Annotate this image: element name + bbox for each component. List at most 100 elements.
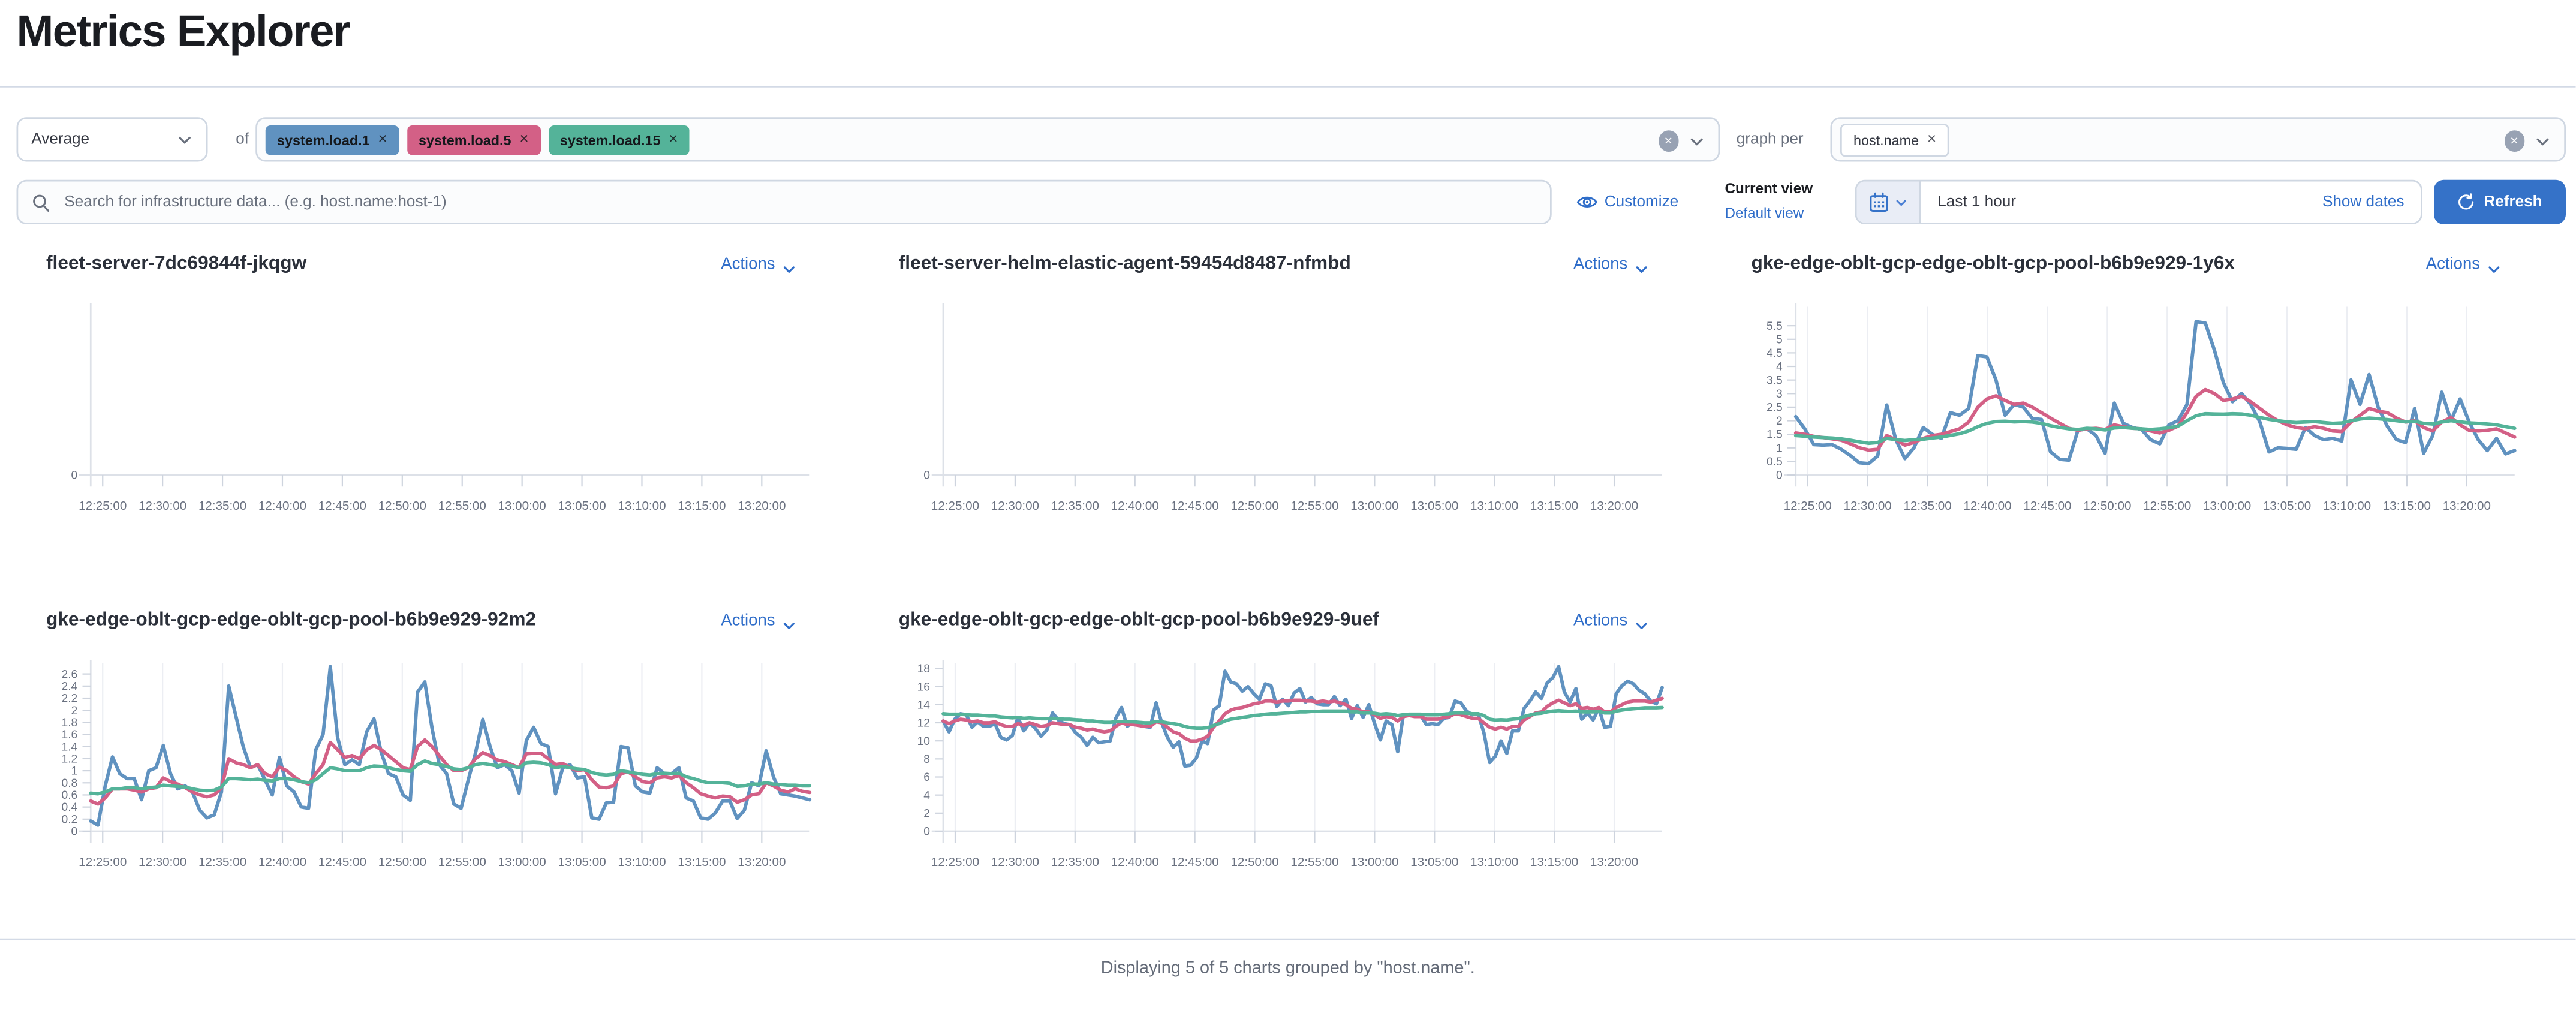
y-axis-tick-label: 5 bbox=[1776, 333, 1783, 346]
x-axis-tick-label: 12:30:00 bbox=[139, 855, 186, 869]
x-axis-tick-label: 12:45:00 bbox=[318, 499, 366, 513]
search-bar[interactable] bbox=[16, 179, 1552, 224]
x-axis-tick-label: 13:15:00 bbox=[1530, 499, 1578, 513]
metric-chart-card: fleet-server-7dc69844f-jkqgw Actions 12:25… bbox=[18, 248, 833, 538]
x-axis-tick-label: 13:10:00 bbox=[2323, 499, 2371, 513]
y-axis-tick-label: 0.5 bbox=[1767, 456, 1783, 468]
metric-pills: system.load.1 × system.load.5 × system.load.… bbox=[265, 124, 698, 155]
chart-title: gke-edge-oblt-gcp-edge-oblt-gcp-pool-b6b… bbox=[898, 610, 1379, 630]
x-axis-tick-label: 12:55:00 bbox=[1290, 855, 1338, 869]
chart-actions-label: Actions bbox=[1573, 611, 1628, 630]
remove-metric-icon[interactable]: × bbox=[519, 130, 529, 149]
series-line-system.load.5 bbox=[941, 696, 1664, 743]
calendar-icon bbox=[1868, 191, 1890, 213]
x-axis-tick-label: 13:00:00 bbox=[1350, 855, 1398, 869]
metric-chart-card: gke-edge-oblt-gcp-edge-oblt-gcp-pool-b6b… bbox=[18, 604, 833, 894]
x-axis-tick-label: 13:00:00 bbox=[2203, 499, 2251, 513]
chart-actions-button[interactable]: Actions bbox=[721, 251, 796, 276]
metric-chart-card: fleet-server-helm-elastic-agent-59454d84… bbox=[871, 248, 1686, 538]
x-axis-tick-label: 12:30:00 bbox=[991, 855, 1039, 869]
metrics-combobox[interactable]: system.load.1 × system.load.5 × system.load.… bbox=[255, 117, 1720, 162]
y-axis-tick-label: 18 bbox=[917, 663, 930, 675]
aggregation-select[interactable]: Average bbox=[16, 117, 208, 162]
x-axis-tick-label: 12:45:00 bbox=[2023, 499, 2071, 513]
y-axis-tick-label: 14 bbox=[917, 699, 931, 711]
date-picker[interactable]: Last 1 hour Show dates bbox=[1855, 179, 2422, 224]
chevron-down-icon bbox=[782, 608, 797, 632]
chart-actions-button[interactable]: Actions bbox=[721, 608, 796, 632]
y-axis-tick-label: 2 bbox=[1776, 415, 1783, 428]
metric-pill[interactable]: system.load.1 × bbox=[265, 124, 399, 155]
chevron-down-icon bbox=[2487, 251, 2502, 276]
x-axis-tick-label: 13:05:00 bbox=[558, 499, 606, 513]
chart-actions-button[interactable]: Actions bbox=[1573, 608, 1649, 632]
group-by-combobox[interactable]: host.name × × bbox=[1830, 117, 2566, 162]
x-axis-tick-label: 13:15:00 bbox=[678, 855, 726, 869]
charts-summary: Displaying 5 of 5 charts grouped by "hos… bbox=[1100, 958, 1475, 978]
pill-label: system.load.5 bbox=[418, 131, 511, 148]
chart-actions-button[interactable]: Actions bbox=[1573, 251, 1649, 276]
series-line-system.load.15 bbox=[89, 759, 812, 796]
metric-pill[interactable]: host.name × bbox=[1840, 122, 1950, 156]
chevron-down-icon bbox=[1895, 196, 1908, 209]
search-input[interactable] bbox=[61, 191, 1537, 213]
chart-title: fleet-server-7dc69844f-jkqgw bbox=[46, 254, 307, 274]
x-axis-tick-label: 12:50:00 bbox=[2083, 499, 2131, 513]
clear-group-by-icon[interactable]: × bbox=[2503, 130, 2525, 152]
chevron-down-icon bbox=[782, 251, 797, 276]
chart-canvas: 12:25:00 12:30:00 12:35:00 12:40:00 12:45:00… bbox=[61, 660, 812, 869]
y-axis-tick-label: 1.5 bbox=[1767, 429, 1783, 441]
x-axis-tick-label: 12:40:00 bbox=[1111, 499, 1159, 513]
y-axis-tick-label: 1.2 bbox=[61, 753, 77, 766]
show-dates-link[interactable]: Show dates bbox=[2322, 193, 2405, 211]
series-line-system.load.5 bbox=[1793, 387, 2517, 452]
x-axis-tick-label: 13:05:00 bbox=[1410, 855, 1458, 869]
metric-pill[interactable]: system.load.15 × bbox=[548, 124, 690, 155]
series-line-system.load.15 bbox=[941, 705, 1664, 731]
x-axis-tick-label: 12:25:00 bbox=[79, 499, 127, 513]
y-axis-tick-label: 4 bbox=[1776, 361, 1783, 374]
y-axis-tick-label: 2.2 bbox=[61, 693, 77, 705]
chevron-down-icon[interactable] bbox=[1689, 133, 1705, 149]
chart-actions-button[interactable]: Actions bbox=[2426, 251, 2502, 276]
chevron-down-icon bbox=[1634, 251, 1649, 276]
default-view-link[interactable]: Default view bbox=[1725, 205, 1804, 221]
x-axis-tick-label: 12:45:00 bbox=[1171, 855, 1219, 869]
y-axis-tick-label: 2.4 bbox=[61, 680, 77, 693]
x-axis-tick-label: 12:35:00 bbox=[198, 499, 246, 513]
x-axis-tick-label: 13:05:00 bbox=[558, 855, 606, 869]
page-title: Metrics Explorer bbox=[16, 7, 351, 56]
x-axis-tick-label: 12:25:00 bbox=[1784, 499, 1832, 513]
y-axis-tick-label: 2 bbox=[923, 807, 930, 820]
x-axis-tick-label: 12:50:00 bbox=[1230, 499, 1278, 513]
remove-group-by-icon[interactable]: × bbox=[1927, 130, 1937, 149]
current-view-label: Current view bbox=[1725, 179, 1813, 197]
x-axis-tick-label: 13:05:00 bbox=[2263, 499, 2311, 513]
metric-pill[interactable]: system.load.5 × bbox=[407, 124, 540, 155]
y-axis-tick-label: 1.4 bbox=[61, 741, 77, 753]
y-axis-tick-label: 0 bbox=[923, 470, 930, 482]
x-axis-tick-label: 12:55:00 bbox=[438, 855, 486, 869]
y-axis-tick-label: 16 bbox=[917, 681, 930, 693]
clear-metrics-icon[interactable]: × bbox=[1658, 130, 1679, 152]
x-axis-tick-label: 13:20:00 bbox=[1590, 499, 1638, 513]
x-axis-tick-label: 12:40:00 bbox=[258, 855, 306, 869]
remove-metric-icon[interactable]: × bbox=[669, 130, 678, 149]
y-axis-tick-label: 1 bbox=[1776, 442, 1783, 455]
customize-button[interactable]: Customize bbox=[1576, 180, 1678, 224]
x-axis-tick-label: 12:30:00 bbox=[139, 499, 186, 513]
y-axis-tick-label: 3 bbox=[1776, 388, 1783, 401]
chevron-down-icon bbox=[176, 131, 193, 148]
chart-actions-label: Actions bbox=[2425, 254, 2480, 273]
series-line-system.load.1 bbox=[1793, 320, 2517, 465]
quick-select-button[interactable] bbox=[1856, 181, 1921, 223]
aggregation-value: Average bbox=[31, 130, 90, 149]
eye-icon bbox=[1576, 191, 1598, 213]
refresh-button[interactable]: Refresh bbox=[2434, 179, 2566, 224]
header-divider bbox=[0, 86, 2576, 88]
x-axis-tick-label: 12:45:00 bbox=[1171, 499, 1219, 513]
remove-metric-icon[interactable]: × bbox=[378, 130, 387, 149]
x-axis-tick-label: 12:35:00 bbox=[198, 855, 246, 869]
time-range-value[interactable]: Last 1 hour bbox=[1937, 193, 2017, 211]
chevron-down-icon[interactable] bbox=[2535, 133, 2551, 149]
